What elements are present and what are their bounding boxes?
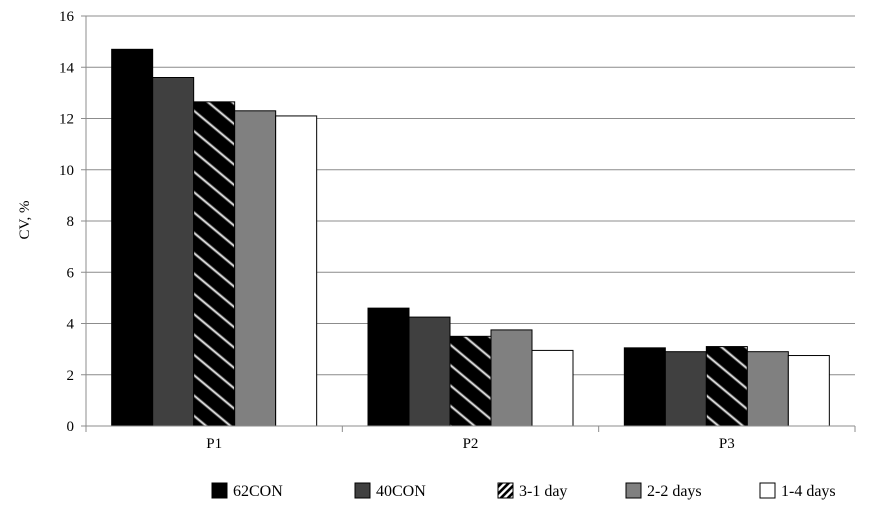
y-tick-labels: 0 2 4 6 8 10 12 14 16 bbox=[59, 9, 75, 435]
bar bbox=[787, 355, 830, 427]
x-tick-label: P3 bbox=[719, 436, 735, 452]
legend-label: 40CON bbox=[376, 483, 426, 500]
y-tick-label: 10 bbox=[59, 163, 74, 179]
y-axis-title: CV, % bbox=[17, 201, 33, 240]
y-tick-label: 16 bbox=[59, 9, 75, 25]
bars bbox=[111, 48, 830, 427]
y-tick-label: 8 bbox=[67, 214, 75, 230]
y-tick-label: 0 bbox=[67, 419, 75, 435]
legend-label: 2-2 days bbox=[647, 483, 702, 500]
legend: 62CON 40CON 3-1 day 2-2 days 1-4 days bbox=[211, 482, 836, 500]
bar bbox=[449, 335, 492, 427]
bar bbox=[193, 101, 236, 427]
legend-swatch bbox=[497, 482, 514, 499]
bar bbox=[623, 347, 666, 427]
bar bbox=[490, 329, 533, 427]
y-tick-label: 2 bbox=[67, 368, 75, 384]
bar bbox=[705, 346, 748, 427]
legend-swatch bbox=[211, 482, 228, 499]
bar bbox=[367, 307, 410, 427]
y-tick-label: 4 bbox=[67, 317, 75, 333]
bar bbox=[531, 349, 574, 427]
y-tick-label: 12 bbox=[59, 112, 74, 128]
bar bbox=[234, 110, 277, 427]
axes bbox=[81, 15, 856, 432]
bar bbox=[152, 77, 195, 427]
x-tick-labels: P1 P2 P3 bbox=[206, 436, 735, 452]
y-tick-label: 6 bbox=[67, 265, 75, 281]
x-tick-label: P2 bbox=[463, 436, 479, 452]
legend-swatch bbox=[354, 482, 371, 499]
x-tick-label: P1 bbox=[206, 436, 222, 452]
legend-swatch bbox=[759, 482, 776, 499]
bar bbox=[111, 48, 154, 427]
legend-label: 62CON bbox=[233, 483, 283, 500]
bar bbox=[664, 351, 707, 427]
bar bbox=[746, 351, 789, 427]
y-tick-label: 14 bbox=[59, 60, 75, 76]
legend-label: 3-1 day bbox=[519, 483, 567, 500]
legend-swatch bbox=[625, 482, 642, 499]
bar bbox=[408, 316, 451, 427]
bar bbox=[275, 115, 318, 427]
legend-label: 1-4 days bbox=[781, 483, 836, 500]
